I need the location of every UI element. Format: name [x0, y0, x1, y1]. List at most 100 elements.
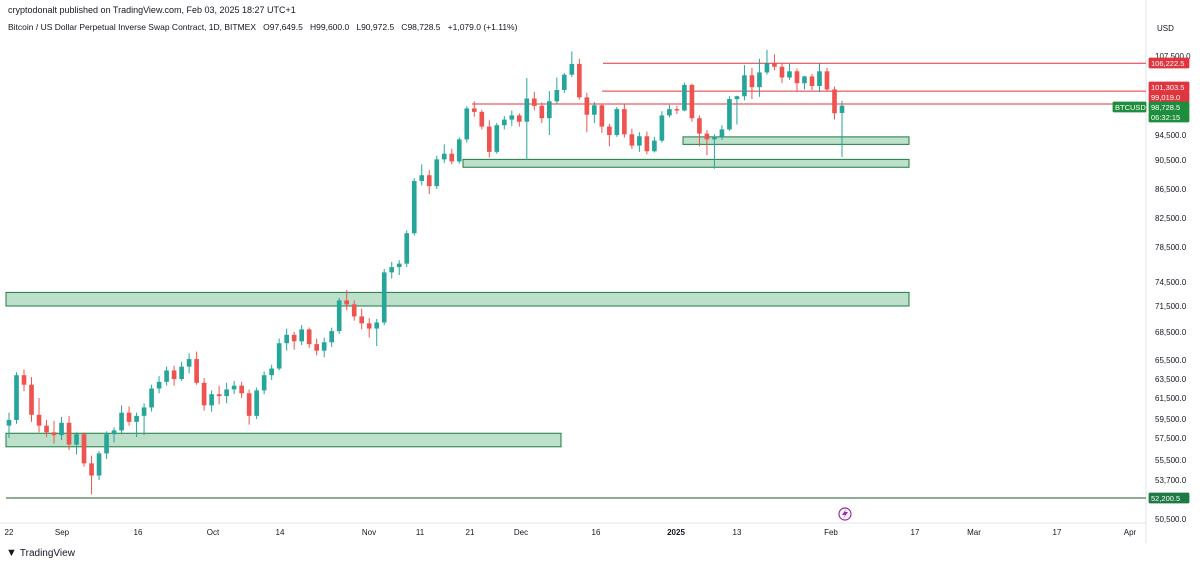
candle-body [231, 385, 237, 390]
x-tick-label: 14 [276, 528, 285, 537]
candle-body [104, 434, 109, 454]
candle-body [171, 370, 177, 379]
candle-body [344, 300, 350, 305]
price-tag-label: BTCUSD.P [1115, 103, 1153, 112]
candle-body [314, 344, 320, 351]
x-tick-label: 22 [5, 528, 14, 537]
price-tag [1112, 101, 1147, 113]
candle-body [787, 71, 792, 78]
high-label: H [309, 22, 317, 32]
candle-body [832, 89, 837, 114]
event-flash-icon[interactable] [838, 507, 852, 521]
candle-body [509, 115, 515, 120]
candle-body [306, 329, 312, 345]
x-tick-label: Oct [207, 528, 220, 537]
x-tick-label: 13 [733, 528, 742, 537]
candle-body [794, 71, 800, 84]
candle-body [734, 96, 740, 100]
close-value: 98,728.5 [407, 22, 441, 32]
candle-body [396, 263, 402, 268]
x-tick-label: Sep [55, 528, 70, 537]
candle-body [66, 422, 72, 445]
candle-body [546, 101, 552, 119]
candle-body [389, 267, 395, 273]
candle-body [366, 323, 372, 329]
x-tick-label: 16 [592, 528, 601, 537]
candle-body [727, 99, 732, 130]
candle-body [622, 109, 627, 135]
candle-body [749, 75, 755, 88]
x-tick-label: 17 [1053, 528, 1062, 537]
candle-body [276, 343, 282, 369]
candle-body [96, 453, 102, 476]
x-tick-label: 16 [134, 528, 143, 537]
candle-body [719, 129, 725, 137]
low-value: 90,972.5 [361, 22, 395, 32]
candle-body [501, 119, 507, 126]
support-zone [5, 291, 910, 307]
candle-body [577, 63, 582, 98]
candle-body [712, 136, 717, 140]
candle-body [742, 75, 747, 97]
candle-body [839, 105, 845, 113]
candle-body [119, 412, 124, 431]
candle-body [689, 84, 695, 119]
candle-body [682, 84, 687, 111]
candle-body [614, 109, 620, 135]
candle-body [644, 136, 650, 152]
y-tick-label: 90,500.0 [1155, 156, 1187, 165]
candle-body [539, 105, 545, 119]
candle-body [126, 412, 132, 422]
candle-body [164, 370, 169, 382]
candle-body [434, 159, 440, 187]
candle-body [359, 316, 365, 324]
candle-body [757, 72, 762, 88]
candle-body [824, 71, 830, 90]
price-tag [1148, 57, 1190, 69]
close-label: C [401, 22, 408, 32]
candle-body [637, 136, 642, 146]
candle-body [336, 300, 342, 332]
price-tag-label: 98,728.5 [1151, 103, 1180, 112]
candle-body [441, 153, 447, 160]
high-value: 99,600.0 [316, 22, 350, 32]
candle-body [6, 419, 12, 426]
open-label: O [263, 22, 270, 32]
support-zone [682, 136, 910, 145]
candle-body [51, 432, 57, 436]
x-tick-label: 11 [416, 528, 425, 537]
candle-body [134, 415, 139, 422]
x-tick-label: Feb [824, 528, 838, 537]
change-value: +1,079.0 (+1.11%) [447, 22, 518, 32]
candle-body [419, 175, 425, 182]
candle-body [111, 430, 117, 435]
publisher-caption: cryptodonalt published on TradingView.co… [8, 5, 296, 15]
candle-body [59, 422, 64, 436]
candle-body [817, 71, 822, 87]
candle-body [36, 414, 42, 426]
y-tick-label: 55,500.0 [1155, 456, 1187, 465]
x-tick-label: Apr [1124, 528, 1137, 537]
candle-body [659, 115, 665, 141]
tradingview-logo[interactable]: ▼ TradingView [6, 547, 75, 559]
y-tick-label: 61,500.0 [1155, 394, 1187, 403]
candle-body [149, 388, 154, 408]
candle-body [629, 134, 635, 146]
candle-body [554, 90, 560, 102]
y-tick-label: 107,500.0 [1155, 52, 1191, 61]
candle-body [562, 74, 567, 90]
y-tick-label: 68,500.0 [1155, 328, 1187, 337]
candle-body [351, 304, 357, 317]
price-tag [1148, 492, 1190, 504]
y-tick-label: 53,700.0 [1155, 476, 1187, 485]
candle-body [141, 407, 147, 416]
candle-body [592, 105, 597, 115]
y-tick-label: 86,500.0 [1155, 185, 1187, 194]
price-tag-label: 52,200.5 [1151, 494, 1180, 503]
x-tick-label: 21 [466, 528, 475, 537]
x-tick-label: 2025 [667, 528, 685, 537]
y-tick-label: 74,500.0 [1155, 278, 1187, 287]
price-tag-label: 106,222.5 [1151, 59, 1184, 68]
candle-body [569, 63, 575, 75]
